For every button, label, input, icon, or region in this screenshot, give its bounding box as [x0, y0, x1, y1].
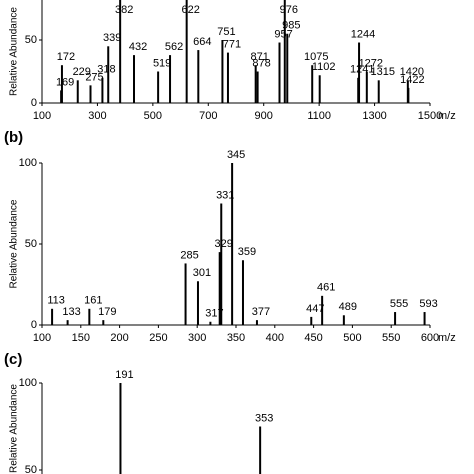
x-tick-label: 900 — [255, 110, 273, 122]
y-tick-label: 50 — [25, 464, 37, 474]
x-tick-label: 600 — [421, 332, 439, 344]
peak-label: 555 — [390, 298, 408, 310]
peak-label: 113 — [47, 295, 65, 307]
peak-label: 622 — [181, 4, 199, 16]
x-tick-label: 1500 — [418, 110, 442, 122]
x-tick-label: 150 — [72, 332, 90, 344]
peak-label: 169 — [56, 76, 74, 88]
y-axis-label: Relative Abundance — [9, 199, 20, 288]
peak-label: 353 — [255, 412, 273, 424]
peak-label: 751 — [217, 26, 235, 38]
peak-label: 432 — [129, 41, 147, 53]
peak-label: 447 — [306, 303, 324, 315]
x-tick-label: 1300 — [362, 110, 386, 122]
x-tick-label: 700 — [199, 110, 217, 122]
x-axis-label: m/z — [438, 332, 456, 344]
x-tick-label: 250 — [149, 332, 167, 344]
y-axis-label: Relative Abundance — [9, 7, 20, 96]
peak-label: 878 — [252, 57, 270, 69]
x-tick-label: 300 — [88, 110, 106, 122]
peak-label: 1244 — [351, 28, 375, 40]
peak-label: 771 — [223, 39, 241, 51]
x-tick-label: 350 — [227, 332, 245, 344]
x-tick-label: 1100 — [307, 110, 331, 122]
peak-label: 345 — [227, 149, 245, 161]
y-tick-label: 0 — [31, 319, 37, 331]
peak-label: 562 — [165, 41, 183, 53]
peak-label: 318 — [97, 64, 115, 76]
y-tick-label: 100 — [19, 157, 37, 169]
panel-title: (c) — [4, 351, 22, 368]
y-tick-label: 50 — [25, 238, 37, 250]
peak-label: 191 — [115, 369, 133, 381]
peak-label: 593 — [419, 298, 437, 310]
peak-label: 985 — [282, 20, 300, 32]
peak-label: 489 — [339, 301, 357, 313]
peak-label: 172 — [57, 51, 75, 63]
peak-label: 519 — [153, 57, 171, 69]
peak-label: 664 — [193, 36, 211, 48]
x-tick-label: 300 — [188, 332, 206, 344]
peak-label: 377 — [252, 306, 270, 318]
peak-label: 285 — [180, 249, 198, 261]
peak-label: 382 — [115, 4, 133, 16]
peak-label: 301 — [193, 267, 211, 279]
x-tick-label: 100 — [33, 332, 51, 344]
peak-label: 1422 — [400, 74, 424, 86]
peak-label: 339 — [103, 32, 121, 44]
peak-label: 871 — [250, 51, 268, 63]
peak-label: 1272 — [359, 57, 383, 69]
peak-label: 331 — [216, 189, 234, 201]
y-axis-label: Relative Abundance — [9, 384, 20, 473]
peak-label: 1241 — [350, 64, 374, 76]
x-axis-label: m/z — [438, 110, 456, 122]
peak-label: 1102 — [312, 61, 336, 73]
peak-label: 229 — [73, 66, 91, 78]
peak-label: 461 — [317, 282, 335, 294]
peak-label: 359 — [238, 246, 256, 258]
peak-label: 179 — [98, 306, 116, 318]
y-tick-label: 50 — [25, 34, 37, 46]
x-tick-label: 500 — [343, 332, 361, 344]
x-tick-label: 450 — [304, 332, 322, 344]
peak-label: 161 — [84, 295, 102, 307]
x-tick-label: 550 — [382, 332, 400, 344]
y-tick-label: 0 — [31, 97, 37, 109]
peak-label: 1420 — [400, 66, 424, 78]
x-tick-label: 500 — [144, 110, 162, 122]
peak-label: 133 — [62, 306, 80, 318]
peak-label: 1315 — [370, 66, 394, 78]
x-tick-label: 100 — [33, 110, 51, 122]
y-tick-label: 100 — [19, 377, 37, 389]
x-tick-label: 200 — [110, 332, 128, 344]
x-tick-label: 400 — [266, 332, 284, 344]
peak-label: 1075 — [304, 51, 328, 63]
peak-label: 329 — [215, 238, 233, 250]
panel-title: (b) — [4, 129, 23, 146]
peak-label: 275 — [85, 71, 103, 83]
peak-label: 976 — [280, 4, 298, 16]
